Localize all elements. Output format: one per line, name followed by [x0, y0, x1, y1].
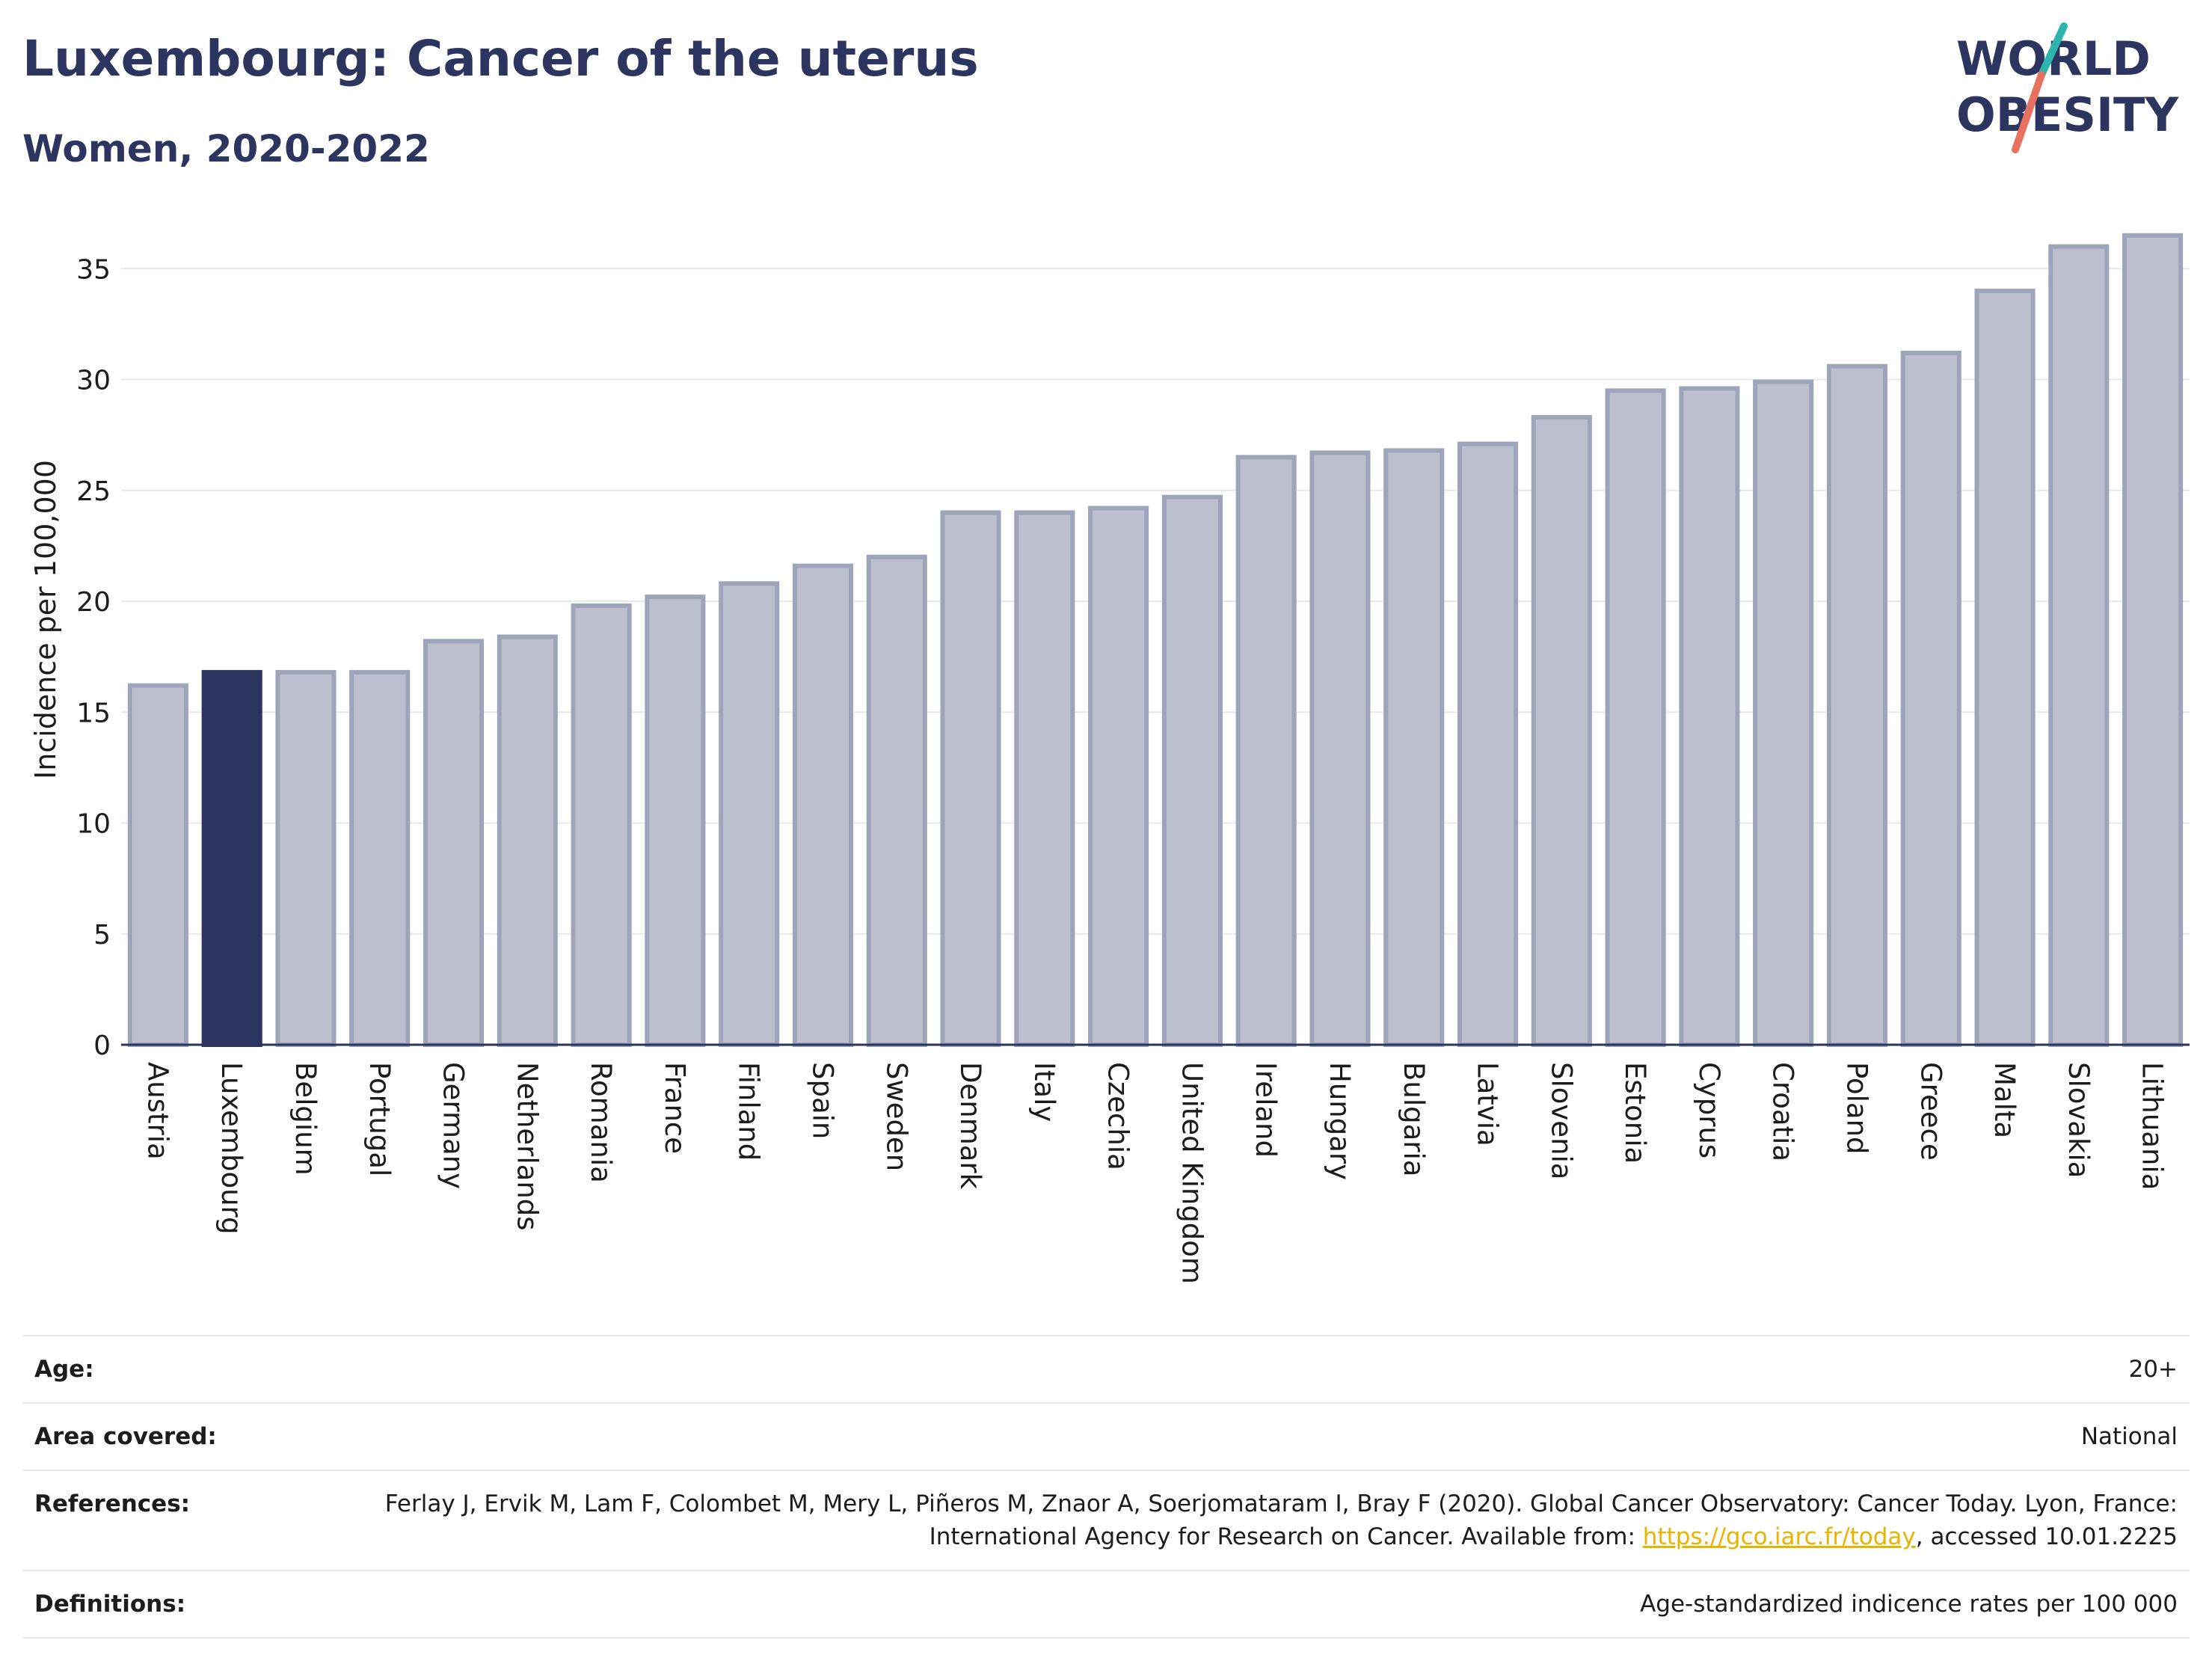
bar-denmark — [940, 510, 1001, 1047]
bar-ireland — [1235, 455, 1297, 1047]
x-tick-label: France — [659, 1062, 691, 1154]
metadata-value: Ferlay J, Ervik M, Lam F, Colombet M, Me… — [360, 1470, 2190, 1570]
y-tick-label: 0 — [93, 1031, 111, 1061]
reference-text-tail: , accessed 10.01.2225 — [1915, 1523, 2178, 1550]
logo-slash-coral — [2012, 71, 2045, 153]
bar-slovakia — [2048, 244, 2110, 1047]
metadata-key: Definitions: — [34, 1591, 186, 1618]
x-tick-label: Ireland — [1250, 1062, 1282, 1158]
bar-estonia — [1605, 388, 1666, 1047]
x-tick-label: Bulgaria — [1398, 1062, 1430, 1176]
bar-spain — [792, 563, 854, 1047]
x-tick-label: Poland — [1840, 1062, 1872, 1155]
y-tick-label: 30 — [76, 366, 111, 396]
metadata-value: National — [2080, 1423, 2178, 1450]
metadata-row-area: Area covered: National — [22, 1403, 2190, 1470]
bar-sweden — [866, 554, 927, 1047]
y-tick-label: 35 — [76, 254, 111, 285]
metadata-value: Age-standardized indicence rates per 100… — [1640, 1591, 2178, 1618]
bar-latvia — [1457, 441, 1519, 1047]
bar-lithuania — [2122, 233, 2184, 1047]
x-tick-label: Italy — [1028, 1062, 1060, 1122]
metadata-key: Age: — [34, 1356, 94, 1383]
metadata-key: References: — [34, 1490, 191, 1517]
x-tick-label: Slovenia — [1545, 1062, 1577, 1179]
y-tick-label: 15 — [76, 698, 111, 728]
logo-slash-teal — [2038, 22, 2068, 79]
reference-text: Ferlay J, Ervik M, Lam F, Colombet M, Me… — [384, 1490, 2178, 1550]
bar-germany — [423, 639, 485, 1047]
x-tick-label: Spain — [806, 1062, 838, 1139]
logo-line2: OBESITY — [1956, 87, 2179, 142]
bar-luxembourg — [201, 669, 262, 1047]
y-tick-label: 20 — [76, 587, 111, 618]
bar-netherlands — [497, 634, 558, 1047]
metadata-key: Area covered: — [34, 1423, 217, 1450]
x-tick-label: Germany — [437, 1062, 470, 1189]
x-tick-label: Greece — [1914, 1062, 1947, 1161]
x-tick-label: Netherlands — [511, 1062, 543, 1231]
bar-malta — [1974, 288, 2036, 1048]
y-tick-labels: 0 5 10 15 20 25 30 35 — [76, 254, 111, 1061]
bar-italy — [1014, 510, 1075, 1047]
bar-greece — [1900, 350, 1961, 1047]
bar-romania — [571, 603, 632, 1047]
bar-austria — [127, 683, 188, 1047]
chart-subtitle: Women, 2020-2022 — [22, 127, 430, 171]
world-obesity-logo: WORLD OBESITY — [1956, 22, 2179, 153]
y-tick-label: 25 — [76, 476, 111, 507]
x-tick-label: Hungary — [1324, 1062, 1356, 1180]
bar-bulgaria — [1383, 448, 1445, 1047]
x-tick-label: Romania — [585, 1062, 617, 1183]
x-tick-label: Austria — [141, 1062, 173, 1160]
metadata-value: 20+ — [2128, 1356, 2178, 1383]
x-tick-label: Luxembourg — [215, 1062, 248, 1235]
x-tick-label: Malta — [1988, 1062, 2021, 1138]
x-tick-label: Finland — [733, 1062, 765, 1161]
x-tick-label: Croatia — [1767, 1062, 1799, 1161]
bar-croatia — [1753, 379, 1814, 1047]
bar-united-kingdom — [1161, 494, 1223, 1047]
bar-belgium — [275, 669, 337, 1047]
bar-portugal — [349, 669, 411, 1047]
x-tick-labels: Austria Luxembourg Belgium Portugal Germany N… — [141, 1062, 2168, 1284]
y-tick-label: 10 — [76, 809, 111, 840]
metadata-row-age: Age: 20+ — [22, 1336, 2190, 1403]
chart-title: Luxembourg: Cancer of the uterus — [22, 30, 979, 87]
bar-poland — [1826, 363, 1888, 1047]
x-tick-label: Belgium — [289, 1062, 322, 1176]
bar-chart: 0 5 10 15 20 25 30 35 Austria Luxembourg Belgium P… — [29, 233, 2190, 1284]
x-tick-label: Sweden — [880, 1062, 912, 1171]
y-axis-label: Incidence per 100,000 — [29, 460, 62, 779]
bar-finland — [719, 581, 780, 1047]
bars — [127, 233, 2184, 1048]
y-tick-label: 5 — [93, 920, 111, 951]
bar-france — [645, 595, 706, 1047]
x-tick-label: Slovakia — [2062, 1062, 2095, 1178]
x-tick-label: Estonia — [1619, 1062, 1651, 1164]
metadata-table: Age: 20+ Area covered: National Referenc… — [22, 1335, 2190, 1639]
x-tick-label: Denmark — [954, 1062, 986, 1190]
bar-czechia — [1088, 506, 1149, 1047]
x-tick-label: Lithuania — [2136, 1062, 2169, 1190]
x-tick-label: Latvia — [1472, 1062, 1504, 1146]
x-tick-label: Cyprus — [1693, 1062, 1725, 1158]
x-tick-label: Czechia — [1102, 1062, 1134, 1170]
reference-link[interactable]: https://gco.iarc.fr/today — [1642, 1523, 1916, 1550]
x-tick-label: United Kingdom — [1176, 1062, 1208, 1284]
metadata-row-definitions: Definitions: Age-standardized indicence … — [22, 1570, 2190, 1638]
bar-hungary — [1309, 450, 1371, 1047]
bar-slovenia — [1531, 414, 1592, 1047]
metadata-row-references: References: Ferlay J, Ervik M, Lam F, Co… — [22, 1470, 2190, 1570]
bar-cyprus — [1679, 386, 1740, 1047]
x-tick-label: Portugal — [363, 1062, 396, 1176]
